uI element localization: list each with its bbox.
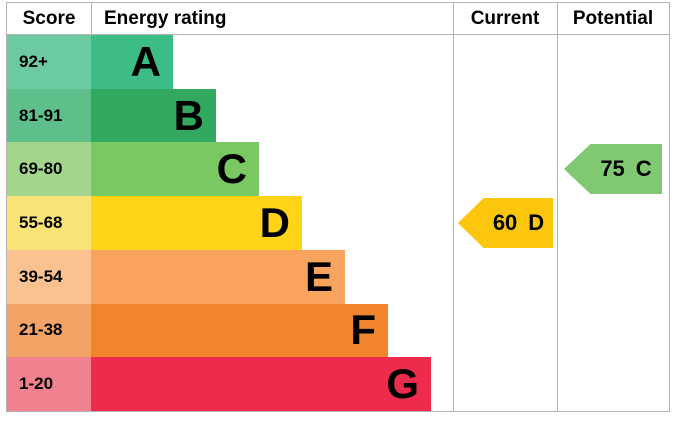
- band-bar: A: [91, 35, 173, 89]
- current-column-divider: [453, 3, 454, 411]
- energy-rating-column-header: Energy rating: [104, 7, 227, 29]
- band-rows: 92+ A 81-91 B 69-80 C 55-68 D 39-54 E 21…: [7, 35, 669, 412]
- band-row-d: 55-68 D: [7, 196, 669, 250]
- band-score-cell: 1-20: [7, 357, 91, 412]
- band-row-g: 1-20 G: [7, 357, 669, 412]
- band-bar: C: [91, 142, 259, 197]
- band-bar: G: [91, 357, 431, 412]
- potential-rating-value: 75: [600, 156, 625, 181]
- score-column-header: Score: [7, 3, 92, 34]
- chart-header: Score Energy rating Current Potential: [7, 3, 669, 35]
- potential-column-divider: [557, 3, 558, 411]
- band-score-cell: 39-54: [7, 249, 91, 304]
- band-row-f: 21-38 F: [7, 303, 669, 358]
- band-score-cell: 69-80: [7, 142, 91, 197]
- potential-rating-arrow: 75 C: [564, 144, 662, 194]
- potential-rating-band: C: [635, 156, 652, 181]
- band-score-cell: 55-68: [7, 196, 91, 250]
- band-bar: B: [91, 88, 216, 143]
- band-row-a: 92+ A: [7, 35, 669, 89]
- current-rating-band: D: [528, 210, 545, 235]
- band-row-b: 81-91 B: [7, 88, 669, 143]
- band-score-cell: 81-91: [7, 88, 91, 143]
- band-score-cell: 21-38: [7, 303, 91, 358]
- band-row-c: 69-80 C: [7, 142, 669, 197]
- band-row-e: 39-54 E: [7, 249, 669, 304]
- band-score-cell: 92+: [7, 35, 91, 89]
- potential-column-header: Potential: [572, 7, 654, 29]
- epc-energy-rating-chart: Score Energy rating Current Potential 92…: [6, 2, 670, 412]
- band-bar: E: [91, 249, 345, 304]
- band-bar: D: [91, 196, 302, 250]
- band-bar: F: [91, 303, 388, 358]
- current-rating-value: 60: [492, 210, 518, 235]
- current-column-header: Current: [470, 7, 540, 29]
